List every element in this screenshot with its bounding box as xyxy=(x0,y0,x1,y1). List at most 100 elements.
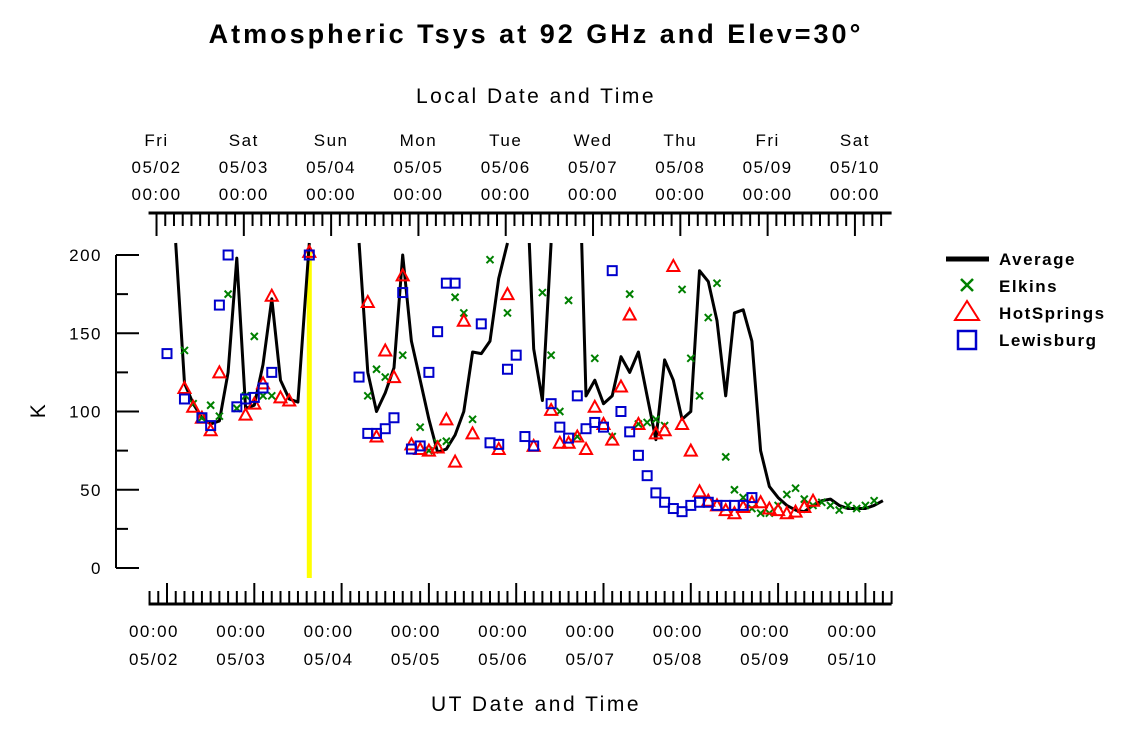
lewisburg-point xyxy=(528,440,540,452)
lewisburg-point xyxy=(362,427,374,439)
top-tick-day: Sat xyxy=(229,131,259,150)
lewisburg-point xyxy=(449,277,461,289)
elkins-point xyxy=(450,293,460,302)
lewisburg-point xyxy=(746,492,758,504)
elkins-point xyxy=(267,391,276,401)
top-tick-day: Tue xyxy=(489,131,522,150)
lewisburg-point xyxy=(222,249,234,261)
series-hotsprings xyxy=(176,243,821,520)
hotsprings-point xyxy=(264,287,280,302)
series-lewisburg xyxy=(161,249,758,518)
lewisburg-point xyxy=(685,499,697,511)
lewisburg-point xyxy=(484,437,496,449)
elkins-point xyxy=(861,501,870,510)
lewisburg-point xyxy=(205,420,217,432)
legend-label-average: Average xyxy=(999,250,1076,269)
average-line-segment xyxy=(580,242,884,514)
bottom-tick-date: 05/03 xyxy=(216,650,266,669)
hotsprings-point xyxy=(377,342,393,357)
top-tick-day: Sat xyxy=(840,131,870,150)
bottom-tick-time: 00:00 xyxy=(478,622,528,641)
hotsprings-point xyxy=(752,494,769,509)
elkins-point xyxy=(835,505,844,515)
top-tick-day: Mon xyxy=(400,131,438,150)
top-tick-day: Fri xyxy=(144,131,168,150)
bottom-tick-time: 00:00 xyxy=(565,622,615,641)
elkins-point xyxy=(756,509,765,518)
hotsprings-point xyxy=(569,428,585,443)
bottom-tick-date: 05/09 xyxy=(740,650,790,669)
legend-label-elkins: Elkins xyxy=(999,277,1058,296)
average-line-segment xyxy=(174,242,311,426)
hotsprings-point xyxy=(622,306,638,321)
elkins-point xyxy=(503,308,512,318)
elkins-point xyxy=(590,354,599,363)
hotsprings-point xyxy=(438,411,455,426)
lewisburg-point xyxy=(397,287,409,299)
hotsprings-point xyxy=(447,453,463,468)
elkins-point xyxy=(852,504,861,513)
elkins-point xyxy=(442,437,451,446)
top-tick-date: 05/09 xyxy=(743,158,793,177)
elkins-point xyxy=(206,401,215,410)
hotsprings-point xyxy=(281,392,297,407)
top-tick-day: Wed xyxy=(573,131,612,150)
lewisburg-point xyxy=(545,398,557,410)
top-tick-time: 00:00 xyxy=(830,185,880,204)
lewisburg-point xyxy=(554,421,566,433)
bottom-tick-time: 00:00 xyxy=(129,622,179,641)
bottom-tick-time: 00:00 xyxy=(827,622,877,641)
hotsprings-point xyxy=(770,502,786,517)
hotsprings-point xyxy=(368,428,385,443)
top-tick-time: 00:00 xyxy=(655,185,705,204)
y-tick-label: 150 xyxy=(69,324,102,343)
lewisburg-point xyxy=(266,366,278,378)
elkins-point xyxy=(468,415,477,424)
hotsprings-point xyxy=(176,379,193,395)
lewisburg-point xyxy=(624,426,636,438)
bottom-tick-time: 00:00 xyxy=(653,622,703,641)
lewisburg-point xyxy=(475,318,487,330)
top-tick-day: Sun xyxy=(314,131,349,150)
lewisburg-point xyxy=(589,416,601,428)
lewisburg-point xyxy=(178,393,190,405)
hotsprings-point xyxy=(805,492,821,507)
elkins-point xyxy=(381,372,390,382)
top-tick-day: Fri xyxy=(755,131,779,150)
elkins-point xyxy=(826,501,835,510)
hotsprings-point xyxy=(464,425,481,440)
plot-area xyxy=(161,242,884,578)
lewisburg-point xyxy=(231,401,243,413)
bottom-tick-time: 00:00 xyxy=(216,622,266,641)
lewisburg-point xyxy=(379,423,391,435)
legend-label-lewisburg: Lewisburg xyxy=(999,331,1098,350)
hotsprings-point xyxy=(386,368,402,384)
lewisburg-point xyxy=(414,440,426,452)
elkins-point xyxy=(415,422,425,432)
lewisburg-point xyxy=(571,390,583,402)
hotsprings-point xyxy=(578,440,594,456)
lewisburg-point xyxy=(632,449,644,461)
elkins-point xyxy=(485,255,495,264)
lewisburg-point xyxy=(676,506,688,518)
hotsprings-point xyxy=(604,431,620,446)
elkins-point xyxy=(398,350,407,360)
elkins-point xyxy=(695,391,704,401)
y-tick-label: 200 xyxy=(69,246,102,265)
top-tick-date: 05/04 xyxy=(306,158,356,177)
elkins-point xyxy=(363,391,372,401)
lewisburg-point xyxy=(388,412,400,424)
elkins-point xyxy=(704,313,713,322)
top-tick-date: 05/07 xyxy=(568,158,618,177)
legend-label-hotsprings: HotSprings xyxy=(999,304,1106,323)
chart-title: Atmospheric Tsys at 92 GHz and Elev=30° xyxy=(209,19,864,49)
hotsprings-point xyxy=(674,415,690,431)
y-tick-label: 0 xyxy=(91,559,102,578)
top-tick-time: 00:00 xyxy=(568,185,618,204)
top-tick-time: 00:00 xyxy=(481,185,531,204)
hotsprings-point xyxy=(246,395,262,410)
bottom-tick-date: 05/07 xyxy=(565,650,615,669)
legend-hotsprings-swatch xyxy=(953,299,981,321)
bottom-tick-date: 05/08 xyxy=(653,650,703,669)
